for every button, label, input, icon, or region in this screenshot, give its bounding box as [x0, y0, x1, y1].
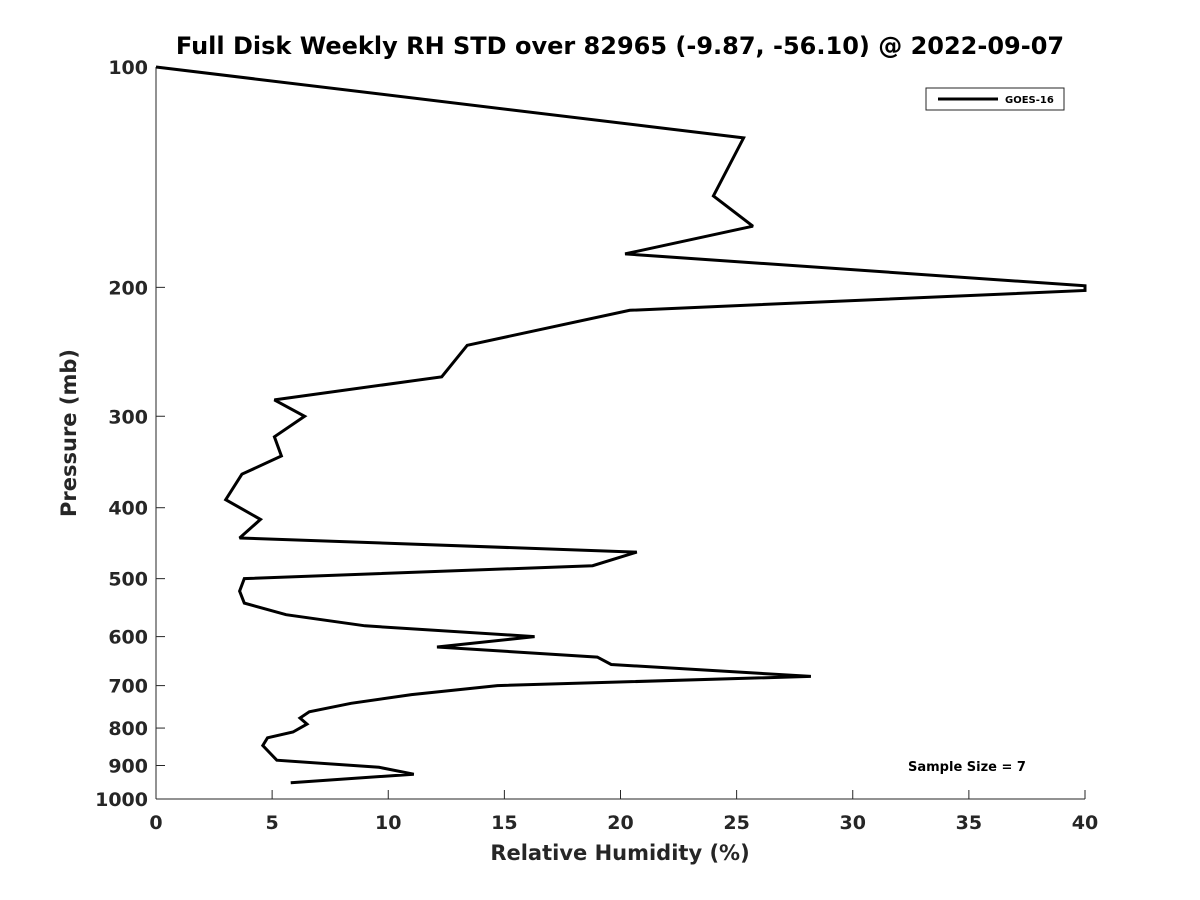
y-tick-label: 400 [108, 498, 148, 520]
x-tick-label: 5 [266, 812, 279, 834]
y-tick-label: 1000 [95, 789, 148, 811]
sample-size-annotation: Sample Size = 7 [908, 760, 1026, 775]
x-tick-label: 35 [956, 812, 982, 834]
data-series [155, 65, 1087, 785]
x-tick-label: 20 [607, 812, 633, 834]
y-axis-label: Pressure (mb) [57, 349, 81, 517]
series-line-goes-16 [155, 65, 1087, 785]
x-axis-label: Relative Humidity (%) [490, 841, 749, 865]
legend-entry-goes-16: GOES-16 [1005, 95, 1054, 106]
x-tick-label: 10 [375, 812, 401, 834]
y-tick-label: 500 [108, 569, 148, 591]
y-tick-label: 600 [108, 627, 148, 649]
y-axis: 100 200 300 400 500 600 700 800 900 1000 [95, 57, 165, 811]
x-tick-label: 15 [491, 812, 517, 834]
x-tick-label: 0 [149, 812, 162, 834]
y-tick-label: 900 [108, 756, 148, 778]
y-tick-label: 700 [108, 676, 148, 698]
chart-title: Full Disk Weekly RH STD over 82965 (-9.8… [176, 32, 1064, 60]
y-tick-label: 300 [108, 406, 148, 428]
y-tick-label: 800 [108, 718, 148, 740]
x-tick-label: 40 [1072, 812, 1098, 834]
legend: GOES-16 [925, 87, 1065, 111]
y-tick-label: 100 [108, 57, 148, 79]
x-tick-label: 30 [840, 812, 866, 834]
plot-area [156, 67, 1085, 799]
x-tick-label: 25 [723, 812, 749, 834]
x-axis: 0 5 10 15 20 25 30 35 40 [149, 790, 1098, 834]
y-tick-label: 200 [108, 277, 148, 299]
